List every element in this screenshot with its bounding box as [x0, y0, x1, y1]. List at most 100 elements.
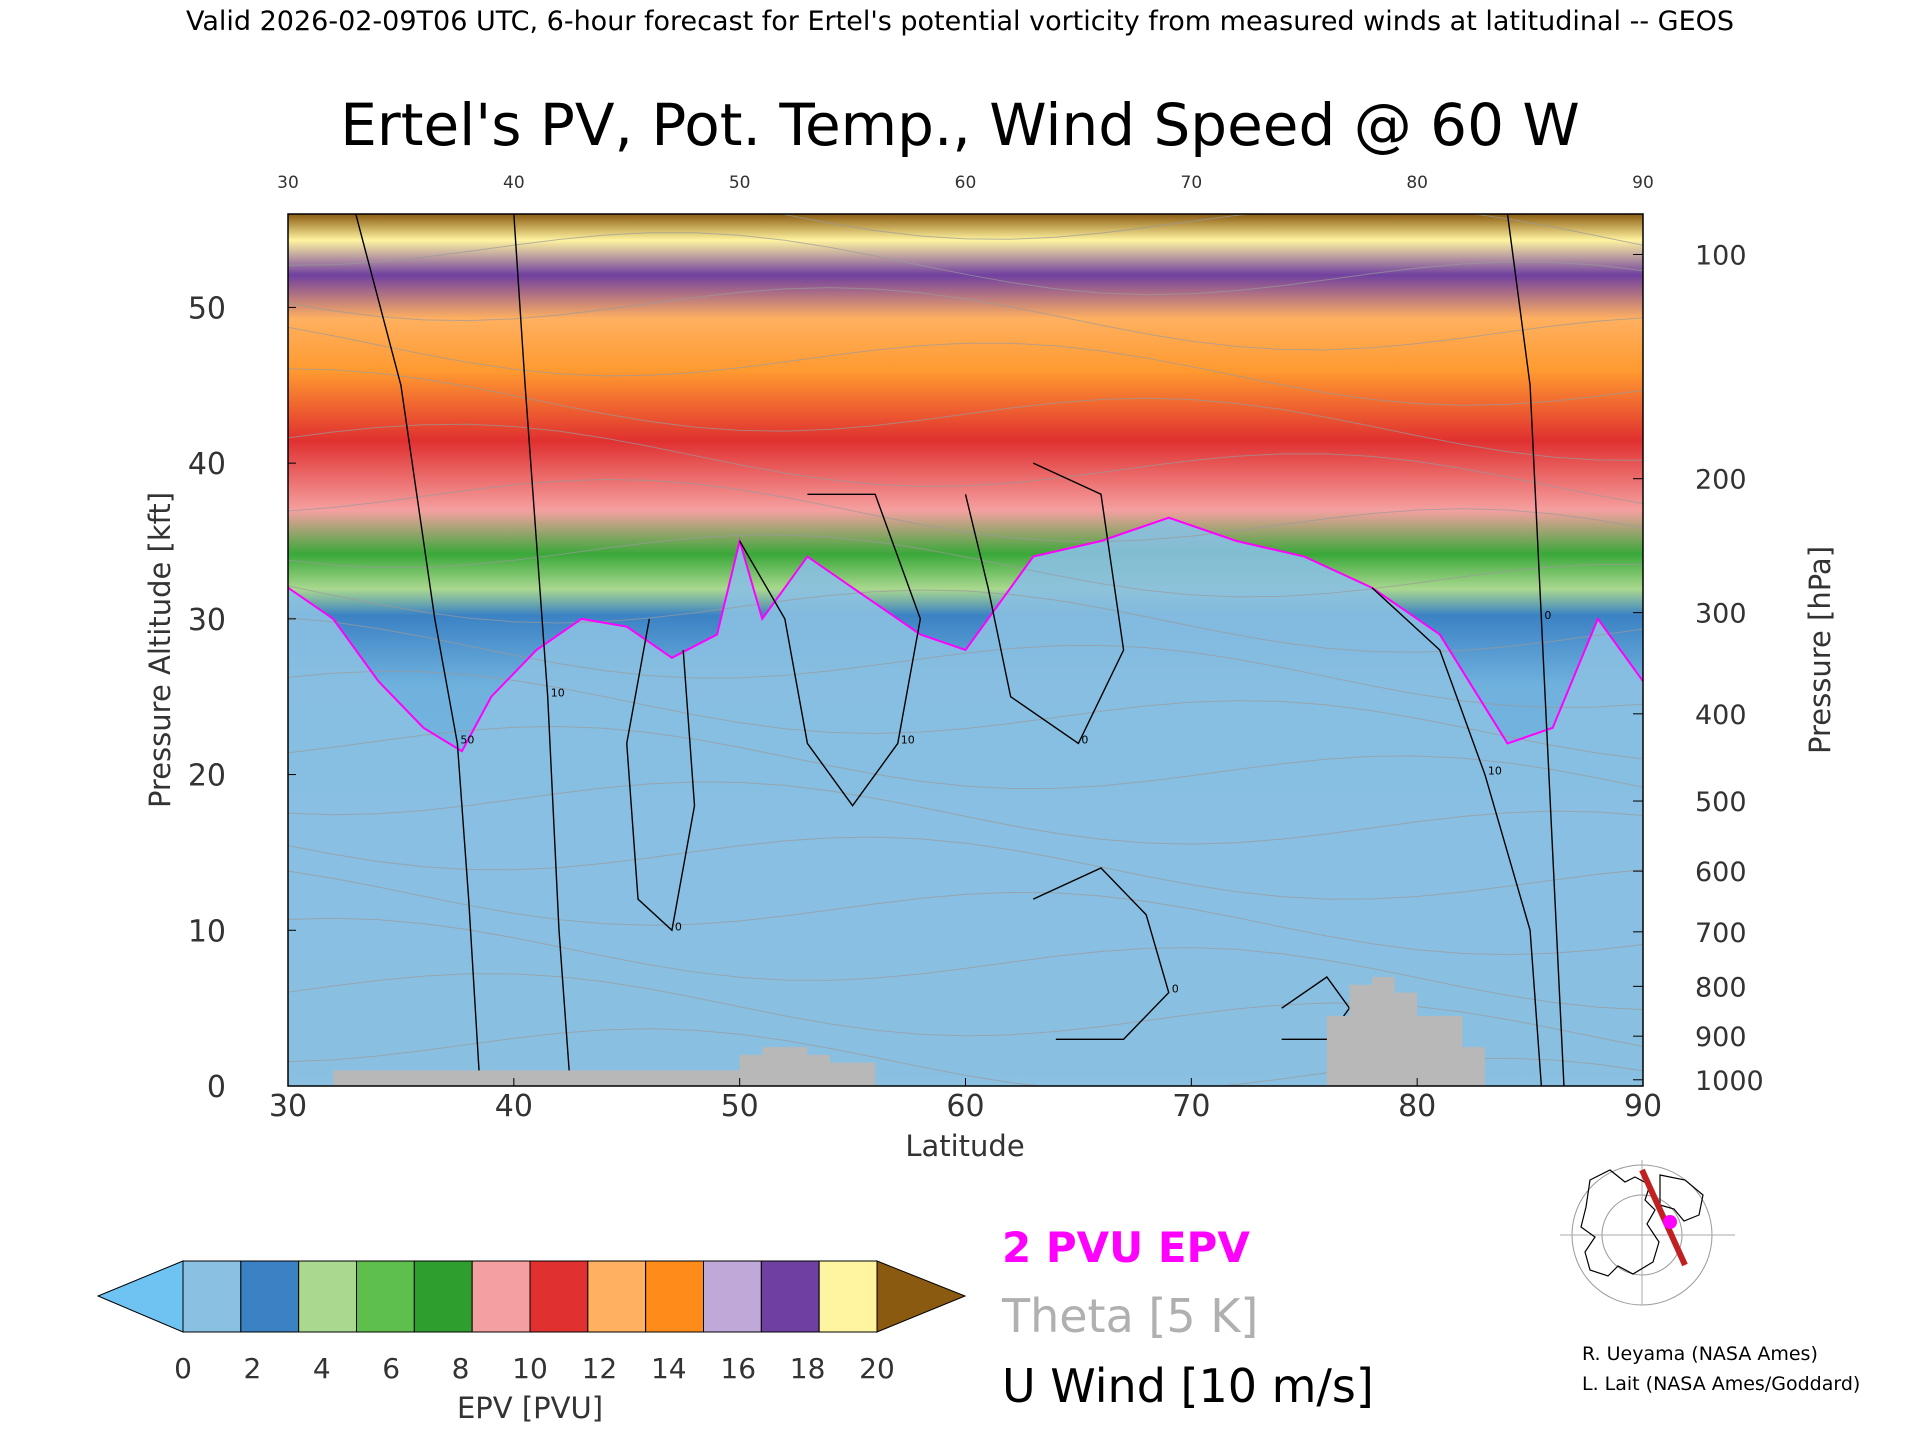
colorbar-segment [760, 1260, 820, 1333]
pressure-tick-label: 400 [1695, 700, 1747, 731]
colorbar-tick-label: 0 [174, 1352, 192, 1385]
legend-entry: U Wind [10 m/s] [1002, 1359, 1374, 1413]
legend-entry: Theta [5 K] [1001, 1289, 1258, 1343]
wind-contour [626, 618, 696, 932]
wind-contour-label: 10 [551, 687, 565, 700]
pressure-tick-label: 500 [1695, 787, 1747, 818]
y-tick-label: 50 [188, 291, 226, 326]
terrain-block [1417, 1015, 1463, 1086]
x-tick-label: 50 [721, 1089, 759, 1124]
theta-contour [288, 585, 1643, 653]
legend: 2 PVU EPV Theta [5 K] U Wind [10 m/s] [1001, 1223, 1374, 1413]
terrain-block [807, 1054, 830, 1086]
theta-contour [288, 781, 1643, 845]
tropopause-2pvu-line [288, 516, 1643, 753]
wind-contour-label: 0 [1081, 733, 1088, 746]
x-top-tick-label: 60 [955, 173, 977, 193]
wind-contour [1506, 214, 1565, 1086]
theta-contour [288, 423, 1643, 505]
x-tick-label: 30 [269, 1089, 307, 1124]
y-axis-label: Pressure Altitude [kft] [143, 492, 177, 808]
pressure-tick-label: 100 [1695, 240, 1747, 271]
colorbar-tick-label: 14 [651, 1352, 687, 1385]
colorbar-segment [182, 1260, 242, 1333]
colorbar-tick-label: 10 [512, 1352, 548, 1385]
colorbar-tick-label: 8 [452, 1352, 470, 1385]
credit-line: L. Lait (NASA Ames/Goddard) [1582, 1373, 1860, 1395]
theta-contour [288, 368, 1643, 461]
x-tick-label: 70 [1172, 1089, 1210, 1124]
colorbar-tick-label: 16 [720, 1352, 756, 1385]
pressure-tick-label: 800 [1695, 972, 1747, 1003]
colorbar-segment [703, 1260, 762, 1333]
x-top-tick-label: 40 [503, 173, 525, 193]
cross-section-marker [1663, 1215, 1677, 1229]
wind-contour-label: 10 [1488, 765, 1502, 778]
terrain-block [1462, 1047, 1485, 1086]
wind-contour [513, 214, 571, 1086]
colorbar-label: EPV [PVU] [457, 1391, 603, 1425]
colorbar-tick-label: 12 [582, 1352, 618, 1385]
chart-title: Ertel's PV, Pot. Temp., Wind Speed @ 60 … [340, 91, 1580, 159]
map-coastlines [1580, 1169, 1660, 1277]
pressure-tick-label: 900 [1695, 1022, 1747, 1053]
x-top-tick-label: 90 [1632, 173, 1654, 193]
wind-contour-label: 0 [1172, 983, 1179, 996]
map-coastlines [1659, 1174, 1704, 1222]
theta-contour [288, 232, 1643, 296]
wind-contour [1032, 867, 1170, 1040]
colorbar-segment [471, 1260, 531, 1333]
terrain-block [762, 1047, 808, 1086]
theta-contour [288, 836, 1643, 900]
pressure-tick-label: 300 [1695, 599, 1747, 630]
x-top-tick-label: 70 [1181, 173, 1203, 193]
colorbar-tick-label: 20 [859, 1352, 895, 1385]
wind-contour-label: 0 [1544, 609, 1551, 622]
map-inset [1545, 1155, 1740, 1306]
pressure-tick-label: 700 [1695, 918, 1747, 949]
colorbar-segment [818, 1260, 878, 1333]
credit-line: R. Ueyama (NASA Ames) [1582, 1343, 1818, 1365]
x-tick-label: 90 [1624, 1089, 1662, 1124]
colorbar-segment [645, 1260, 705, 1333]
wind-contour-label: 50 [460, 733, 474, 746]
terrain-block [830, 1062, 876, 1086]
terrain-block [1372, 977, 1395, 1086]
x-top-tick-label: 80 [1406, 173, 1428, 193]
terrain-block [1349, 984, 1372, 1086]
theta-contour [288, 617, 1643, 708]
colorbar-segment [356, 1260, 415, 1333]
colorbar-segment [413, 1260, 473, 1333]
colorbar: 0 2 4 6 8 10 12 14 16 18 20 [96, 1260, 967, 1385]
theta-contour [288, 287, 1643, 351]
colorbar-tick-label: 4 [313, 1352, 331, 1385]
x-tick-label: 60 [946, 1089, 984, 1124]
x-top-tick-label: 30 [277, 173, 299, 193]
plot-area: 5010010001000 [287, 213, 1644, 1087]
x-tick-label: 40 [495, 1089, 533, 1124]
theta-contour [288, 478, 1643, 543]
colorbar-tick-label: 18 [790, 1352, 826, 1385]
colorbar-segment [587, 1260, 647, 1333]
x-tick-label: 80 [1398, 1089, 1436, 1124]
theta-contour [288, 534, 1643, 598]
theta-contour [288, 670, 1643, 760]
pressure-tick-label: 600 [1695, 857, 1747, 888]
x-axis-label: Latitude [905, 1129, 1024, 1163]
theta-contour [288, 917, 1643, 1011]
theta-contour [288, 973, 1643, 1048]
colorbar-tick-label: 2 [243, 1352, 261, 1385]
theta-contour [288, 326, 1643, 406]
colorbar-tick-label: 6 [382, 1352, 400, 1385]
x-top-tick-label: 50 [729, 173, 751, 193]
pressure-tick-label: 200 [1695, 465, 1747, 496]
y2-axis-label: Pressure [hPa] [1803, 546, 1837, 754]
wind-contour [355, 214, 481, 1086]
wind-contour [1371, 587, 1543, 1086]
colorbar-segment [298, 1260, 357, 1333]
legend-entry: 2 PVU EPV [1002, 1223, 1250, 1272]
y-tick-label: 10 [188, 914, 226, 949]
theta-contour [779, 214, 1643, 246]
terrain-block [739, 1054, 763, 1086]
